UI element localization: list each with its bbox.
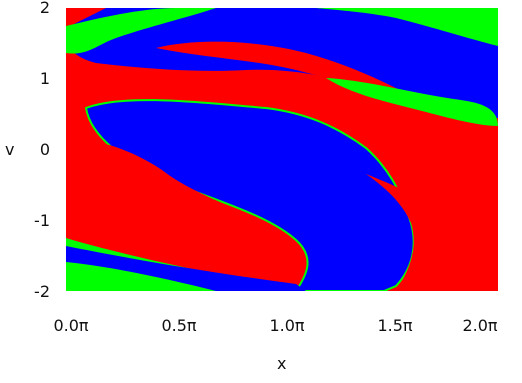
x-tick-label: 1.0π <box>269 316 305 335</box>
x-tick-label: 0.5π <box>161 316 197 335</box>
basin-region-green-middle-right <box>326 78 498 126</box>
basin-region-green-top-left <box>66 8 216 54</box>
basin-plot-area <box>66 8 498 291</box>
basin-region-red-lower-right <box>366 174 498 291</box>
y-tick-label: 2 <box>39 0 50 17</box>
y-tick-label: 1 <box>39 69 50 88</box>
basin-region-green-lower-left <box>66 238 311 291</box>
x-axis-label: x <box>277 354 287 373</box>
x-tick-label: 1.5π <box>377 316 413 335</box>
y-tick-label: 0 <box>39 140 50 159</box>
x-tick-label: 0.0π <box>53 316 89 335</box>
basin-map <box>66 8 498 291</box>
basin-region-green-top-right <box>316 8 498 46</box>
y-axis-label: v <box>5 140 15 159</box>
basin-region-blue-bottom-band <box>66 246 306 291</box>
y-tick-label: -2 <box>34 282 50 301</box>
basin-region-red-lower-left <box>66 138 286 291</box>
x-tick-label: 2.0π <box>462 316 498 335</box>
y-tick-label: -1 <box>34 211 50 230</box>
